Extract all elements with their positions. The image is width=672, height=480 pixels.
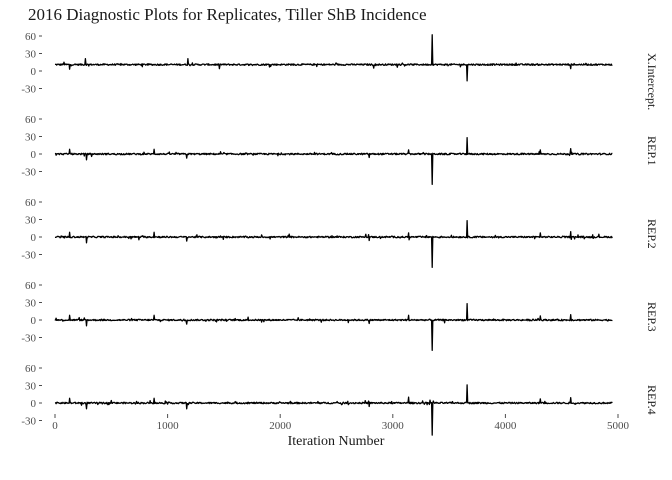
panel: 60 30 0 -30 REP.3	[21, 280, 659, 351]
x-tick-label: 4000	[494, 420, 517, 432]
facet-strip-label: X.Intercept.	[645, 53, 659, 110]
panel: 60 30 0 -30 REP.1	[21, 114, 659, 185]
x-tick-label: 0	[52, 420, 58, 432]
facet-strip-label: REP.3	[645, 302, 659, 332]
x-tick-label: 2000	[269, 420, 292, 432]
x-tick-label: 3000	[382, 420, 405, 432]
x-tick-label: 1000	[157, 420, 180, 432]
y-tick-label: -30	[21, 83, 36, 95]
y-tick-label: 30	[25, 48, 37, 60]
x-axis-title: Iteration Number	[288, 434, 385, 449]
y-tick-label: 60	[25, 363, 37, 375]
y-tick-label: 0	[31, 149, 37, 161]
panel: 60 30 0 -30 REP.4	[21, 363, 659, 436]
y-tick-label: 0	[31, 315, 37, 327]
x-tick-label: 5000	[607, 420, 630, 432]
y-tick-label: 0	[31, 398, 37, 410]
facet-strip-label: REP.2	[645, 219, 659, 249]
y-tick-label: 30	[25, 297, 37, 309]
trace-line-rep-2	[54, 220, 613, 268]
y-tick-label: -30	[21, 249, 36, 261]
panel: 60 30 0 -30 X.Intercept.	[21, 31, 659, 110]
trace-line-rep-1	[54, 137, 613, 185]
y-tick-label: -30	[21, 415, 36, 427]
y-tick-label: 30	[25, 214, 37, 226]
facet-panels: 60 30 0 -30 X.Intercept. 60 30 0 -30 REP.1 60 30 0 -3…	[21, 31, 659, 436]
x-axis: 0 1000 2000 3000 4000 5000	[52, 414, 630, 432]
chart-title: 2016 Diagnostic Plots for Replicates, Ti…	[28, 5, 427, 24]
y-tick-label: -30	[21, 332, 36, 344]
y-tick-label: 30	[25, 131, 37, 143]
trace-line-rep-4	[54, 384, 613, 436]
trace-line-rep-3	[54, 303, 613, 351]
y-tick-label: 0	[31, 66, 37, 78]
facet-strip-label: REP.1	[645, 136, 659, 166]
facet-strip-label: REP.4	[645, 385, 659, 415]
y-tick-label: -30	[21, 166, 36, 178]
y-tick-label: 60	[25, 197, 37, 209]
panel: 60 30 0 -30 REP.2	[21, 197, 659, 268]
y-tick-label: 0	[31, 232, 37, 244]
y-tick-label: 60	[25, 114, 37, 126]
y-tick-label: 30	[25, 380, 37, 392]
trace-line-x-intercept-	[54, 34, 613, 82]
y-tick-label: 60	[25, 280, 37, 292]
y-tick-label: 60	[25, 31, 37, 43]
